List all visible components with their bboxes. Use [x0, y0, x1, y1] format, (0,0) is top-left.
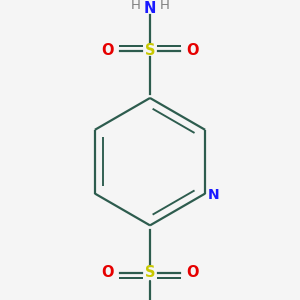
Text: S: S — [145, 43, 155, 58]
Text: N: N — [144, 1, 156, 16]
Text: N: N — [207, 188, 219, 203]
Text: H: H — [160, 0, 170, 12]
Text: O: O — [187, 265, 199, 280]
Text: S: S — [145, 265, 155, 280]
Text: O: O — [101, 265, 113, 280]
Text: O: O — [187, 43, 199, 58]
Text: O: O — [101, 43, 113, 58]
Text: H: H — [130, 0, 140, 12]
